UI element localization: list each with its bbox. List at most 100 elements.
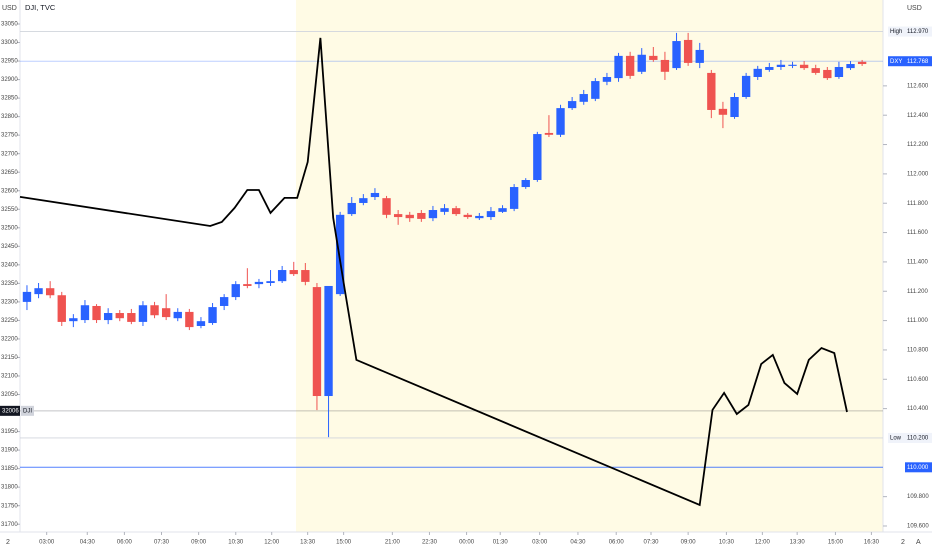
x-tick-label: 07:30 <box>154 540 170 546</box>
candle-body <box>834 66 844 77</box>
tag-name: DJI <box>23 408 32 414</box>
candle-body <box>161 308 171 318</box>
y2-tick-label: 109.800 <box>907 494 929 500</box>
x-tick-label: 13:30 <box>790 540 806 546</box>
candle-body <box>799 64 809 69</box>
x-tick-label: 12:00 <box>264 540 280 546</box>
candle-body <box>115 313 124 319</box>
y-tick-label: 33000 <box>1 40 18 46</box>
candle-body <box>92 305 101 321</box>
tag-value-box <box>0 405 20 416</box>
tag-value: 112.768 <box>907 59 929 65</box>
y2-tick-label: 110.600 <box>907 377 929 383</box>
x-tick-label: 06:00 <box>609 540 625 546</box>
candle-body <box>428 210 438 219</box>
y-tick-label: 32250 <box>1 318 18 324</box>
candle-body <box>602 76 612 82</box>
y-tick-label: 32600 <box>1 188 18 194</box>
x-tick-label: 15:00 <box>828 540 844 546</box>
candle-body <box>347 202 356 215</box>
y-tick-label: 32850 <box>1 96 18 102</box>
candle-body <box>707 72 716 110</box>
corner-label: A <box>916 539 921 546</box>
y-tick-label: 32500 <box>1 225 18 231</box>
tag-value-box <box>905 56 932 67</box>
y-tick-label: 32450 <box>1 244 18 250</box>
y-tick-label: 32300 <box>1 299 18 305</box>
tag-value-box <box>905 462 932 473</box>
y-tick-label: 31700 <box>1 522 18 528</box>
candle-body <box>219 297 229 306</box>
x-tick-label: 22:30 <box>422 540 438 546</box>
candle-body <box>753 68 762 77</box>
x-tick-label: 16:30 <box>864 540 880 546</box>
x-tick-label: 04:30 <box>80 540 96 546</box>
tag-value-box <box>905 26 932 37</box>
y-tick-label: 32550 <box>1 207 18 213</box>
tag-value: 32006 <box>2 408 19 414</box>
candle-body <box>614 55 623 79</box>
candle-body <box>846 64 855 69</box>
candle-body <box>451 208 461 215</box>
y-axis-unit: USD <box>2 5 17 12</box>
x-tick-label: 01:30 <box>493 540 509 546</box>
candle-body <box>173 311 182 319</box>
y-tick-label: 32700 <box>1 151 18 157</box>
candle-body <box>57 295 66 322</box>
candle-body <box>533 134 542 180</box>
candle-body <box>765 66 774 70</box>
tag-value: 110.200 <box>907 436 929 442</box>
x-tick-label: 03:00 <box>532 540 548 546</box>
tag-name-box <box>21 405 34 416</box>
y-tick-label: 32350 <box>1 281 18 287</box>
candle-body <box>312 287 322 397</box>
candle-body <box>788 64 797 66</box>
tag-name: Low <box>890 436 902 442</box>
candle-body <box>498 208 507 212</box>
candle-body <box>254 281 264 285</box>
corner-label: 2 <box>901 539 905 546</box>
y-tick-label: 32400 <box>1 262 18 268</box>
candle-body <box>127 313 136 322</box>
candle-body <box>335 214 345 295</box>
candle-body <box>80 305 90 321</box>
candle-body <box>266 281 275 284</box>
candle-body <box>69 318 78 322</box>
y-tick-label: 32650 <box>1 170 18 176</box>
y2-axis-unit: USD <box>907 5 922 12</box>
x-tick-label: 09:00 <box>681 540 697 546</box>
candle-body <box>695 49 704 63</box>
tag-name-box <box>888 432 905 443</box>
session-shade <box>296 0 883 532</box>
candle-body <box>370 192 380 198</box>
y2-tick-label: 112.200 <box>907 142 929 148</box>
tag-name: DXY <box>890 59 902 65</box>
candle-body <box>440 208 449 212</box>
candle-body <box>579 94 588 102</box>
y-tick-label: 32150 <box>1 355 18 361</box>
y2-tick-label: 110.400 <box>907 406 929 412</box>
candle-body <box>567 101 577 109</box>
y2-tick-label: 109.600 <box>907 524 929 530</box>
candle-body <box>776 64 786 67</box>
corner-label: 2 <box>6 539 10 546</box>
candle-body <box>301 270 310 282</box>
candle-body <box>544 132 554 135</box>
candle-body <box>625 55 635 76</box>
candle-body <box>359 198 368 203</box>
tag-name: High <box>890 29 902 35</box>
candle-body <box>823 69 832 79</box>
tag-value-box <box>905 432 932 443</box>
candle-body <box>382 198 391 215</box>
y2-tick-label: 111.800 <box>907 201 928 207</box>
candle-body <box>660 59 670 72</box>
y-tick-label: 32050 <box>1 392 18 398</box>
candle-body <box>521 180 530 188</box>
candle-body <box>672 41 681 69</box>
candle-body <box>683 39 693 63</box>
candle-body <box>857 61 867 65</box>
y2-tick-label: 111.400 <box>907 259 928 265</box>
tag-name-box <box>888 26 905 37</box>
y-tick-label: 31900 <box>1 448 18 454</box>
